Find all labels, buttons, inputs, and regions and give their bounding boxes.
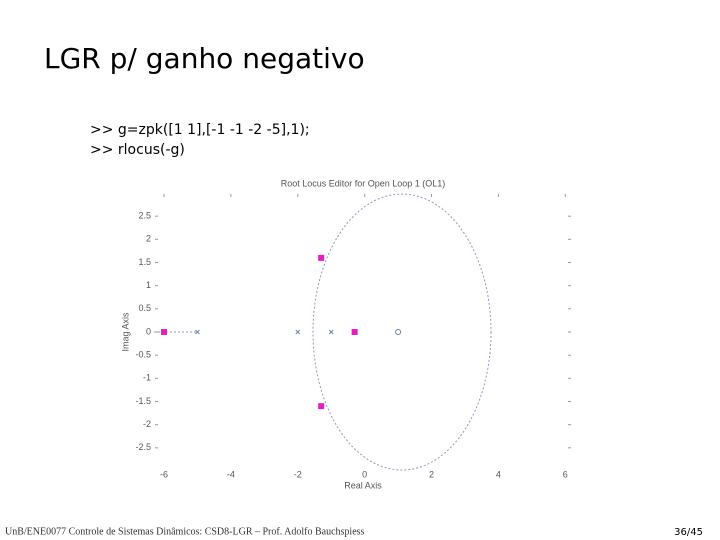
- closed-loop-pole: [318, 254, 325, 261]
- x-tick-label: 4: [496, 469, 501, 479]
- x-tick-label: 0: [362, 469, 367, 479]
- x-tick-label: 2: [429, 469, 434, 479]
- y-tick-label: 2: [146, 234, 151, 244]
- y-tick-label: -1: [143, 373, 151, 383]
- y-tick-label: -2: [143, 419, 151, 429]
- y-tick-label: 0.5: [138, 303, 151, 313]
- x-tick-label: -2: [294, 469, 302, 479]
- slide-title: LGR p/ ganho negativo: [44, 42, 365, 75]
- y-tick-label: 2.5: [138, 211, 151, 221]
- footer: UnB/ENE0077 Controle de Sistemas Dinâmic…: [5, 526, 365, 537]
- pole: [295, 329, 301, 335]
- x-tick-label: 6: [563, 469, 568, 479]
- y-axis-label: Imag Axis: [120, 312, 130, 352]
- zero: [395, 329, 402, 335]
- code-line: >> rlocus(-g): [90, 142, 185, 158]
- code-line: >> g=zpk([1 1],[-1 -1 -2 -5],1);: [90, 122, 310, 138]
- locus-branch: [312, 193, 492, 471]
- x-tick-label: -6: [160, 469, 168, 479]
- y-tick-label: 0: [146, 326, 151, 336]
- closed-loop-pole: [351, 329, 358, 335]
- page-number: 36/45: [674, 527, 703, 538]
- y-tick-label: -1.5: [135, 396, 151, 406]
- chart-title: Root Locus Editor for Open Loop 1 (OL1): [281, 178, 446, 188]
- closed-loop-pole: [318, 403, 325, 410]
- y-tick-label: -2.5: [135, 442, 151, 452]
- pole: [328, 329, 334, 335]
- x-tick-label: -4: [227, 469, 235, 479]
- y-tick-label: -0.5: [135, 350, 151, 360]
- x-axis-label: Real Axis: [344, 480, 382, 490]
- y-tick-label: 1.5: [138, 257, 151, 267]
- closed-loop-pole: [161, 329, 168, 335]
- y-tick-label: 1: [146, 280, 151, 290]
- pole: [195, 329, 200, 335]
